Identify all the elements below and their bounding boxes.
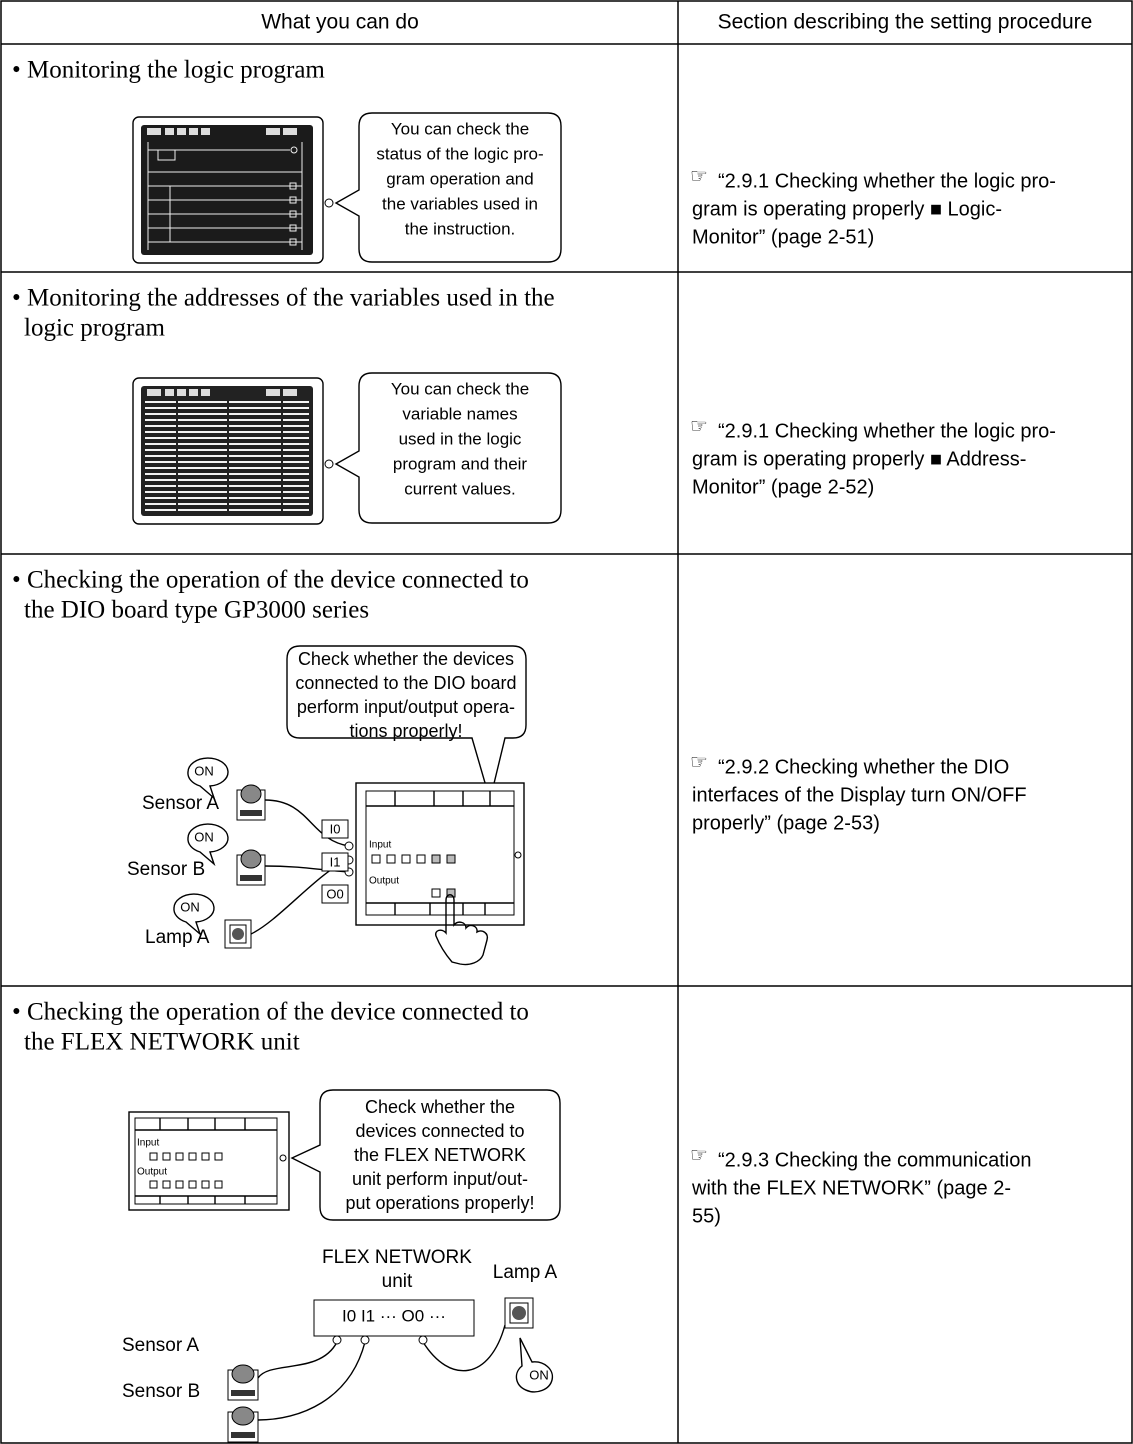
label: Sensor A <box>122 1335 199 1356</box>
callout-text: put operations properly! <box>345 1193 534 1213</box>
callout-text: the FLEX NETWORK <box>354 1145 526 1165</box>
callout-text: You can check the <box>391 379 529 398</box>
callout-text: gram operation and <box>386 169 533 188</box>
label: Lamp A <box>145 927 210 948</box>
callout-text: Check whether the <box>365 1097 515 1117</box>
callout-text: connected to the DIO board <box>295 673 516 693</box>
callout-text: the variables used in <box>382 194 538 213</box>
callout-text: tions properly! <box>349 721 462 741</box>
label: ON <box>194 829 214 844</box>
callout-text: status of the logic pro- <box>376 144 543 163</box>
label: Input <box>137 1138 159 1149</box>
label: Sensor B <box>122 1381 200 1402</box>
row-title: • Monitoring the addresses of the variab… <box>12 285 555 312</box>
row-title: the DIO board type GP3000 series <box>24 597 369 624</box>
label: Sensor B <box>127 859 205 880</box>
callout-text: the instruction. <box>405 219 516 238</box>
label: Sensor A <box>142 793 219 814</box>
callout-text: devices connected to <box>355 1121 524 1141</box>
callout-text: current values. <box>404 479 516 498</box>
label: Output <box>137 1167 167 1178</box>
reference-text: “2.9.1 Checking whether the logic pro- <box>718 170 1056 192</box>
logic-monitor-illustration <box>132 112 562 264</box>
reference-text: with the FLEX NETWORK” (page 2- <box>691 1177 1011 1199</box>
header-cell: Section describing the setting procedure <box>718 11 1093 34</box>
callout-text: used in the logic <box>399 429 522 448</box>
reference-text: “2.9.3 Checking the communication <box>718 1149 1032 1171</box>
reference-text: gram is operating properly ■ Logic- <box>692 198 1002 220</box>
reference-text: “2.9.2 Checking whether the DIO <box>718 756 1009 778</box>
callout-text: program and their <box>393 454 528 473</box>
reference-text: interfaces of the Display turn ON/OFF <box>692 784 1027 806</box>
label: I0 I1 ··· O0 ··· <box>342 1306 446 1325</box>
row-title: • Checking the operation of the device c… <box>12 567 529 594</box>
reference-text: Monitor” (page 2-52) <box>692 476 874 498</box>
label: FLEX NETWORK <box>322 1247 472 1268</box>
flex-network-illustration <box>128 1089 561 1443</box>
label: Output <box>369 876 399 887</box>
row-title: • Checking the operation of the device c… <box>12 999 529 1026</box>
dio-illustration <box>173 645 527 966</box>
row-title: the FLEX NETWORK unit <box>24 1029 300 1056</box>
callout-text: perform input/output opera- <box>297 697 515 717</box>
reference-icon: ☞ <box>690 415 708 437</box>
label: Lamp A <box>493 1262 558 1283</box>
callout-text: You can check the <box>391 119 529 138</box>
label: O0 <box>326 886 343 901</box>
label: unit <box>382 1271 413 1292</box>
reference-text: 55) <box>692 1205 721 1227</box>
row-title: logic program <box>24 315 165 342</box>
label: I1 <box>330 854 341 869</box>
reference-text: Monitor” (page 2-51) <box>692 226 874 248</box>
label: ON <box>180 899 200 914</box>
reference-text: “2.9.1 Checking whether the logic pro- <box>718 420 1056 442</box>
callout-text: unit perform input/out- <box>352 1169 528 1189</box>
reference-icon: ☞ <box>690 1144 708 1166</box>
reference-icon: ☞ <box>690 165 708 187</box>
reference-text: gram is operating properly ■ Address- <box>692 448 1026 470</box>
row-title: • Monitoring the logic program <box>12 57 325 84</box>
callout-text: Check whether the devices <box>298 649 514 669</box>
label: I0 <box>330 821 341 836</box>
reference-icon: ☞ <box>690 751 708 773</box>
label: Input <box>369 840 391 851</box>
callout-text: variable names <box>402 404 517 423</box>
label: ON <box>194 763 214 778</box>
label: ON <box>529 1367 549 1382</box>
address-monitor-illustration <box>132 372 562 525</box>
header-cell: What you can do <box>261 11 419 34</box>
reference-text: properly” (page 2-53) <box>692 812 880 834</box>
